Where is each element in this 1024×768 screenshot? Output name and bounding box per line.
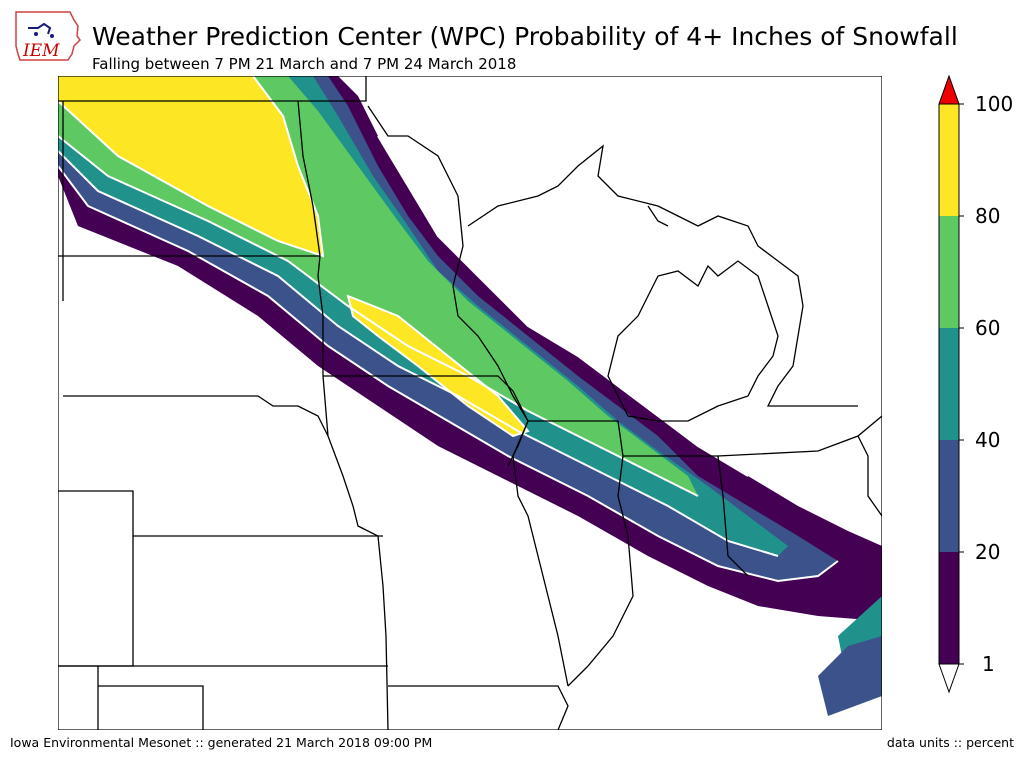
band-80-100-iowa: [348, 296, 528, 436]
colorbar-60-80: [939, 216, 959, 328]
colorbar-over-arrow: [938, 74, 960, 105]
colorbar-label-40: 40: [975, 428, 1001, 452]
footer-source: Iowa Environmental Mesonet :: generated …: [10, 735, 433, 750]
colorbar-under-arrow: [938, 663, 960, 694]
band-se-patch-2: [818, 636, 882, 716]
colorbar-label-80: 80: [975, 204, 1001, 228]
colorbar-40-60: [939, 328, 959, 440]
band-80-100: [58, 76, 323, 256]
iem-logo: IEM: [15, 11, 81, 61]
logo-text: IEM: [22, 41, 60, 61]
map-subtitle: Falling between 7 PM 21 March and 7 PM 2…: [92, 55, 517, 73]
colorbar-80-100: [939, 104, 959, 216]
map-title: Weather Prediction Center (WPC) Probabil…: [92, 22, 958, 51]
colorbar-label-100: 100: [975, 92, 1014, 116]
colorbar-label-20: 20: [975, 540, 1001, 564]
colorbar-1-20: [939, 552, 959, 664]
colorbar: [938, 74, 964, 694]
footer-units: data units :: percent: [886, 735, 1014, 750]
colorbar-label-1: 1: [982, 652, 995, 676]
colorbar-20-40: [939, 440, 959, 552]
colorbar-label-60: 60: [975, 316, 1001, 340]
snowfall-probability-map: [58, 76, 882, 730]
